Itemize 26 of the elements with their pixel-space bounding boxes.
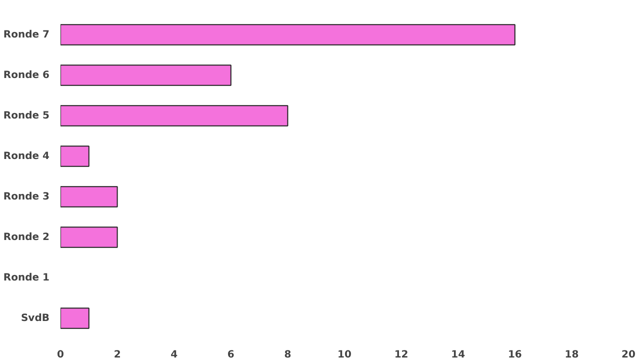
x-tick-label: 2: [114, 350, 121, 360]
x-tick-label: 20: [622, 350, 636, 360]
y-tick-label: SvdB: [21, 312, 50, 324]
x-tick-label: 4: [170, 350, 178, 360]
x-tick-label: 16: [508, 350, 522, 360]
x-tick-label: 18: [564, 350, 579, 360]
y-tick-label: Ronde 1: [3, 272, 50, 284]
bar: [60, 105, 288, 126]
x-tick-label: 10: [338, 350, 352, 360]
bar: [60, 226, 118, 248]
x-tick-label: 8: [284, 350, 292, 360]
bar: [60, 146, 90, 167]
y-tick-label: Ronde 7: [3, 29, 50, 40]
y-tick-label: Ronde 5: [3, 110, 50, 122]
y-tick-label: Ronde 2: [3, 232, 50, 243]
y-tick-label: Ronde 4: [3, 150, 50, 162]
bar: [60, 186, 118, 208]
x-tick-label: 6: [227, 350, 234, 360]
x-tick-label: 0: [57, 350, 64, 360]
bar: [60, 64, 232, 86]
x-tick-label: 12: [394, 350, 408, 360]
bar: [60, 24, 516, 46]
bar: [60, 308, 90, 329]
y-tick-label: Ronde 3: [3, 191, 50, 202]
x-tick-label: 14: [451, 350, 466, 360]
y-tick-label: Ronde 6: [3, 70, 50, 81]
